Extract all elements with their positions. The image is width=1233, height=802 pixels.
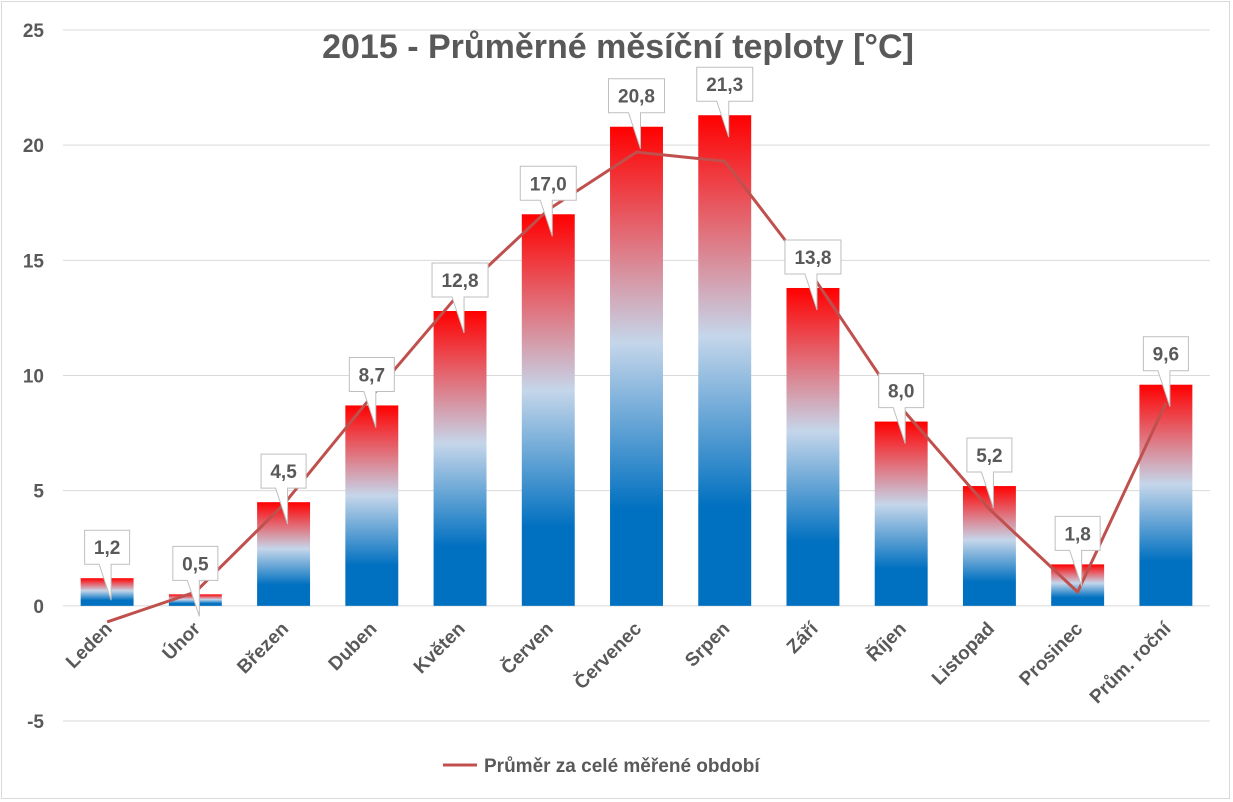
legend-entry-label: Průměr za celé měřené období (484, 756, 760, 777)
data-label-text: 13,8 (794, 248, 831, 269)
data-label-text: 20,8 (618, 87, 655, 108)
bar (521, 214, 575, 606)
bar-series (80, 115, 1193, 606)
x-tick-label: Květen (410, 619, 470, 679)
data-label-callout (878, 373, 925, 444)
data-label-callout (431, 262, 489, 334)
data-label-callout (966, 437, 1013, 509)
x-tick-label: Listopad (928, 619, 999, 690)
data-label: 1,2 (84, 529, 131, 601)
bar (257, 502, 311, 606)
data-label-callout (1054, 515, 1101, 587)
x-tick-label: Únor (158, 617, 205, 664)
data-label: 8,7 (348, 356, 395, 428)
bar (786, 287, 840, 606)
data-label: 21,3 (696, 66, 754, 138)
data-label: 20,8 (608, 78, 665, 149)
data-labels: 1,2 0,5 4,5 8,7 12,8 17,0 20,8 21,3 13,8 8,0 5,2 1,… (84, 66, 1189, 617)
y-axis: 25 20 15 10 5 0 -5 (23, 21, 45, 733)
data-label-text: 1,8 (1064, 524, 1090, 545)
data-label: 17,0 (519, 165, 577, 237)
x-tick-label: Září (783, 618, 823, 658)
data-label: 13,8 (784, 239, 842, 311)
data-label: 0,5 (172, 545, 219, 617)
data-label-callout (84, 529, 131, 601)
bar (610, 126, 663, 606)
legend: Průměr za celé měřené období (443, 756, 760, 777)
y-tick-label: 0 (33, 597, 44, 618)
y-tick-label: 5 (33, 482, 44, 503)
data-label-callout (172, 545, 219, 617)
y-tick-label: 25 (23, 21, 45, 42)
data-label: 4,5 (260, 453, 307, 525)
bar (698, 115, 752, 606)
data-label-callout (1142, 336, 1189, 407)
data-label-callout (784, 239, 842, 311)
chart-title: 2015 - Průměrné měsíční teploty [°C] (322, 28, 914, 66)
data-label-text: 8,0 (888, 382, 914, 403)
y-tick-label: 15 (23, 251, 45, 272)
y-tick-label: 20 (23, 136, 44, 157)
bar (433, 311, 487, 606)
data-label-callout (260, 453, 307, 525)
bar (345, 405, 399, 606)
data-label-text: 12,8 (442, 271, 479, 292)
x-tick-label: Srpen (681, 619, 734, 672)
data-label-text: 4,5 (270, 462, 297, 483)
bar (962, 486, 1016, 606)
x-tick-label: Červenec (570, 618, 646, 694)
x-tick-label: Prosinec (1016, 618, 1088, 690)
data-label-text: 17,0 (530, 174, 567, 195)
data-label-text: 21,3 (706, 75, 743, 96)
x-tick-label: Březen (233, 619, 293, 679)
data-label-text: 8,7 (359, 365, 385, 386)
x-tick-label: Říjen (862, 618, 910, 666)
bar (874, 421, 928, 606)
data-label: 1,8 (1054, 515, 1101, 587)
grid-lines (63, 29, 1210, 722)
data-label-text: 5,2 (976, 446, 1002, 467)
data-label-callout (696, 66, 754, 138)
bar (1139, 384, 1193, 606)
data-label: 9,6 (1142, 336, 1189, 407)
data-label-callout (519, 165, 577, 237)
data-label: 12,8 (431, 262, 489, 334)
data-label: 8,0 (878, 373, 925, 444)
data-label-text: 0,5 (182, 554, 209, 575)
x-tick-label: Červen (497, 618, 558, 679)
x-axis: Leden Únor Březen Duben Květen Červen Červenec… (62, 617, 1176, 708)
data-label-callout (348, 356, 395, 428)
data-label-text: 1,2 (94, 538, 120, 559)
data-label: 5,2 (966, 437, 1013, 509)
y-tick-label: 10 (23, 367, 44, 388)
y-tick-label: -5 (27, 712, 44, 733)
data-label-text: 9,6 (1153, 345, 1179, 366)
x-tick-label: Duben (325, 619, 382, 676)
data-label-callout (608, 78, 665, 149)
x-tick-label: Prům. roční (1086, 618, 1176, 708)
x-tick-label: Leden (62, 619, 116, 673)
